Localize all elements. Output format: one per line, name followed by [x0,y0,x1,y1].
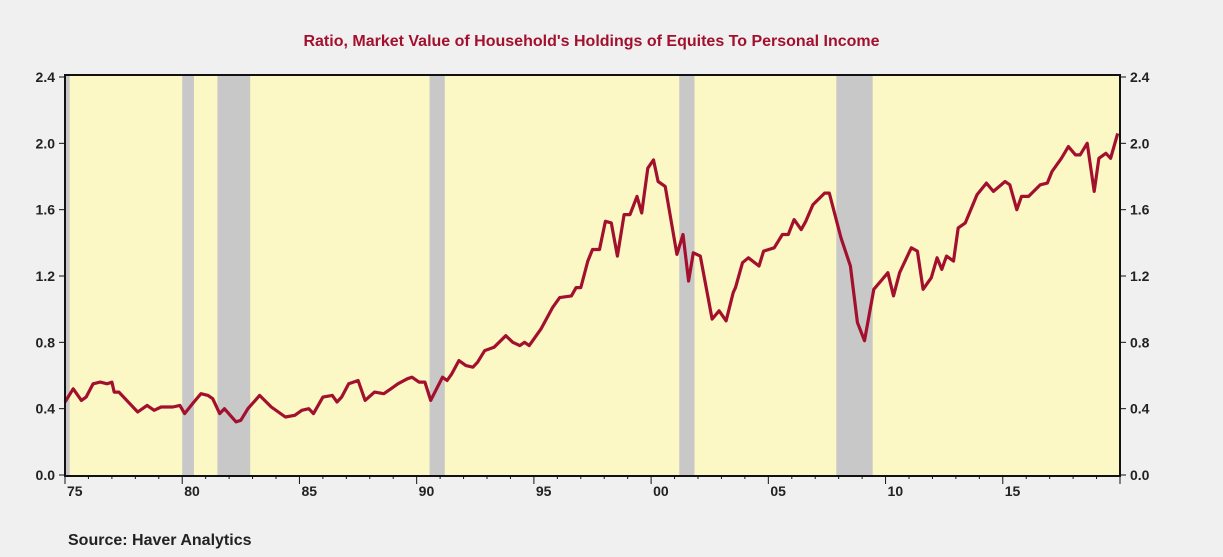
recession-band [836,75,873,476]
recession-band [182,75,194,476]
y-tick-label-left: 1.6 [36,202,56,218]
y-tick-label-right: 0.0 [1130,467,1150,483]
y-tick-label-left: 0.8 [36,334,56,350]
source-note: Source: Haver Analytics [68,532,252,549]
x-tick-label: 95 [536,483,552,499]
y-tick-label-left: 2.4 [36,69,56,85]
y-tick-label-left: 0.4 [36,401,56,417]
x-tick-label: 75 [67,483,83,499]
chart-title: Ratio, Market Value of Household's Holdi… [303,33,880,50]
y-tick-label-right: 0.8 [1130,334,1150,350]
x-tick-label: 00 [653,483,669,499]
x-tick-label: 15 [1005,483,1021,499]
x-tick-label: 10 [888,483,904,499]
x-tick-label: 05 [770,483,786,499]
recession-band [429,75,445,476]
x-tick-label: 90 [419,483,435,499]
y-tick-label-right: 1.2 [1130,268,1150,284]
y-tick-label-right: 1.6 [1130,202,1150,218]
y-tick-label-left: 2.0 [36,135,56,151]
y-tick-label-right: 2.0 [1130,135,1150,151]
y-tick-label-left: 1.2 [36,268,56,284]
series-line [63,132,1120,424]
y-tick-label-left: 0.0 [36,467,56,483]
recession-band [65,75,70,476]
x-tick-label: 80 [184,483,200,499]
x-tick-label: 85 [301,483,317,499]
y-tick-label-right: 0.4 [1130,401,1150,417]
y-tick-label-right: 2.4 [1130,69,1150,85]
